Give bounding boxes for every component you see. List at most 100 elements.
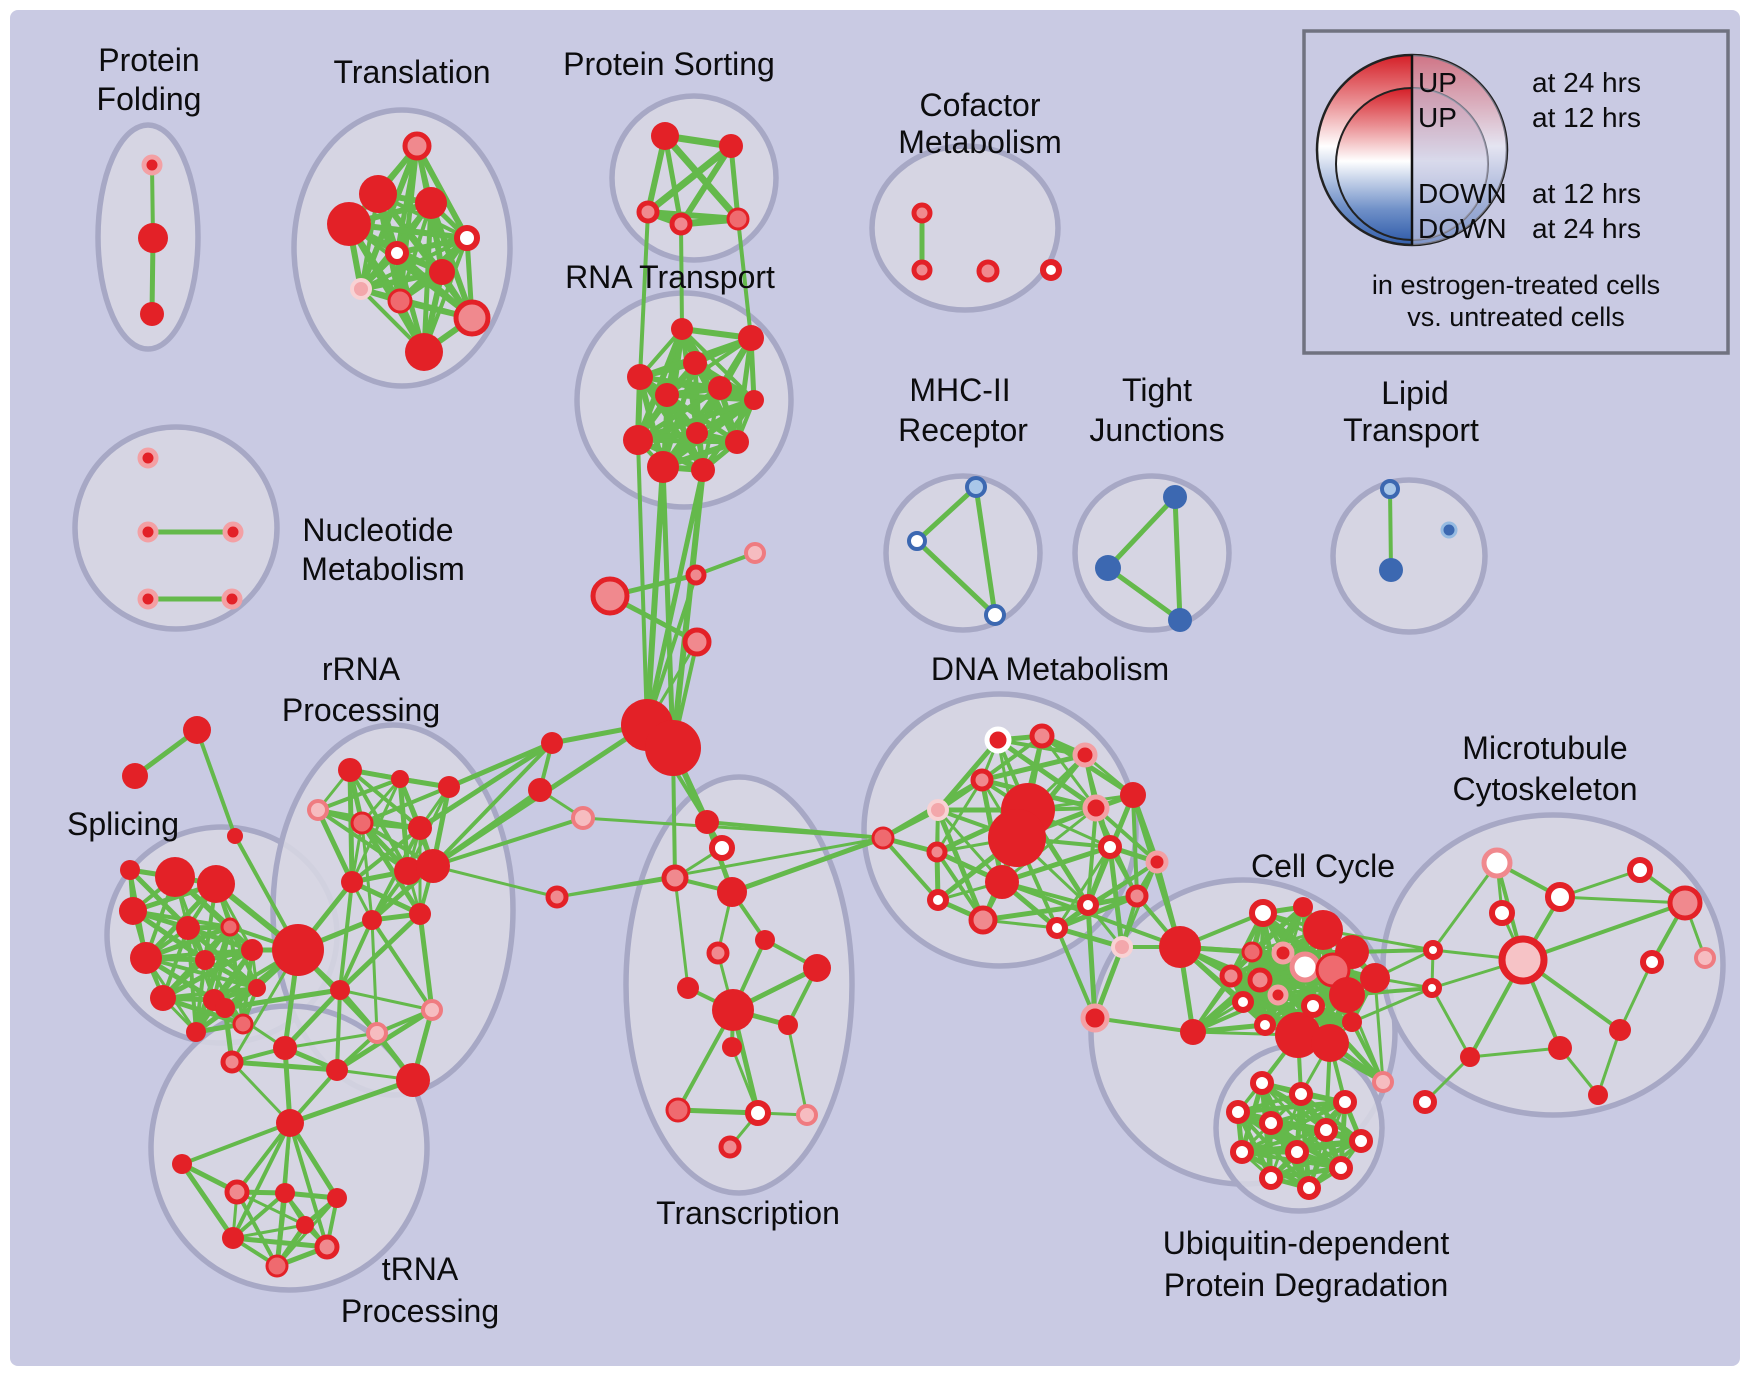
cluster-ellipse-transcription xyxy=(623,774,855,1196)
node-rrna-processing-1 xyxy=(391,770,409,788)
node-dna-metabolism-9 xyxy=(1120,782,1146,808)
node-rrna-processing-4 xyxy=(350,811,374,835)
node-ubiquitin-7 xyxy=(1230,1140,1254,1164)
node-rrna-processing-0 xyxy=(338,758,362,782)
node-transcription-10 xyxy=(722,1037,742,1057)
node-translation-1 xyxy=(359,175,397,213)
node-dna-metabolism-16 xyxy=(1077,894,1099,916)
edge-rrna-processing xyxy=(335,988,342,1072)
edge-splicing xyxy=(160,995,246,1027)
node-ubiquitin-1 xyxy=(1289,1082,1313,1106)
legend-down-24-time: at 24 hrs xyxy=(1532,213,1641,244)
edge-trna-processing xyxy=(231,1121,292,1240)
node-rrna-processing-13 xyxy=(273,1036,297,1060)
node-rna-transport-9 xyxy=(725,430,749,454)
legend-outer-faded-half xyxy=(1412,55,1507,245)
node-microtubule-8 xyxy=(1640,950,1664,974)
node-dna-metabolism-13 xyxy=(1145,850,1169,874)
node-rna-transport-1 xyxy=(738,325,764,351)
edge-cell-cycle xyxy=(1350,1020,1385,1084)
node-cell-cycle-1 xyxy=(1180,1019,1206,1045)
node-cell-cycle-17 xyxy=(1311,1024,1349,1062)
cluster-label-trna-processing: tRNA xyxy=(382,1251,459,1287)
legend-caption-line2: vs. untreated cells xyxy=(1407,302,1625,332)
node-ubiquitin-6 xyxy=(1349,1129,1373,1153)
node-microtubule-5 xyxy=(1422,978,1442,998)
node-transcription-5 xyxy=(706,941,730,965)
node-mhc-ii-receptor-1 xyxy=(907,531,927,551)
node-hub-2 xyxy=(590,576,630,616)
node-rna-transport-10 xyxy=(647,451,679,483)
node-cofactor-metabolism-2 xyxy=(976,259,1000,283)
node-ubiquitin-4 xyxy=(1259,1111,1283,1135)
edge-transcription xyxy=(786,1023,809,1117)
node-transcription-14 xyxy=(718,1135,742,1159)
node-nucleotide-metabolism-4 xyxy=(221,588,243,610)
node-cofactor-metabolism-1 xyxy=(911,259,933,281)
node-hub-6 xyxy=(541,732,563,754)
node-transcription-0 xyxy=(695,810,719,834)
edge-microtubule xyxy=(1431,861,1499,952)
node-splicing-11 xyxy=(186,1022,206,1042)
node-cell-cycle-19 xyxy=(1301,994,1325,1018)
node-cell-cycle-16 xyxy=(1275,1012,1321,1058)
edge-link-hub-rrna-processing xyxy=(431,816,585,868)
node-protein-sorting-0 xyxy=(651,122,679,150)
cluster-ellipse-lipid-transport xyxy=(1330,477,1488,635)
node-tight-junctions-0 xyxy=(1163,485,1187,509)
edge-trna-processing xyxy=(235,1190,307,1227)
cluster-label-protein-folding: Protein xyxy=(98,42,199,78)
node-hub-7 xyxy=(528,778,552,802)
node-dna-metabolism-15 xyxy=(968,905,998,935)
edge-trna-processing xyxy=(180,1121,292,1166)
node-rna-transport-8 xyxy=(686,422,708,444)
edge-rrna-processing xyxy=(315,807,355,885)
edge-microtubule xyxy=(1430,986,1472,1059)
edge-trna-processing xyxy=(235,1121,292,1194)
node-translation-10 xyxy=(405,333,443,371)
node-ubiquitin-10 xyxy=(1259,1166,1283,1190)
edge-rrna-processing xyxy=(223,1006,287,1050)
node-translation-2 xyxy=(415,187,447,219)
node-cell-cycle-8 xyxy=(1271,941,1295,965)
cluster-label-translation: Translation xyxy=(333,54,490,90)
node-hub-5 xyxy=(682,627,712,657)
node-transcription-8 xyxy=(712,989,754,1031)
node-dna-metabolism-3 xyxy=(1072,742,1098,768)
node-nucleotide-metabolism-3 xyxy=(137,588,159,610)
node-rrna-processing-2 xyxy=(438,776,460,798)
node-splicing-2 xyxy=(119,897,147,925)
node-splicing-10 xyxy=(248,979,266,997)
edge-dna-metabolism xyxy=(1094,806,1159,864)
edge-link-protein-sorting-rna-transport xyxy=(736,217,753,340)
edge-splicing-outer xyxy=(195,728,237,838)
edge-mhc-ii-receptor xyxy=(973,484,998,618)
edge-rrna-processing xyxy=(222,987,343,1011)
edge-dna-metabolism xyxy=(1054,893,1140,931)
cluster-ellipse-nucleotide-metabolism xyxy=(72,424,280,632)
legend-down-12-dir: DOWN xyxy=(1418,178,1507,209)
node-trna-processing-7 xyxy=(265,1254,289,1278)
cluster-ellipse-cofactor-metabolism xyxy=(869,143,1061,313)
edge-link-hub-rrna-processing xyxy=(417,740,555,831)
edge-dna-metabolism xyxy=(881,836,940,902)
cluster-label-mhc-ii-receptor: MHC-II xyxy=(909,372,1010,408)
edge-microtubule xyxy=(1521,901,1687,962)
edge-rrna-processing xyxy=(338,988,434,1012)
node-nucleotide-metabolism-0 xyxy=(137,447,159,469)
node-lipid-transport-0 xyxy=(1380,479,1400,499)
node-hub-8 xyxy=(571,806,595,830)
node-cell-cycle-12 xyxy=(1267,984,1289,1006)
cluster-label-ubiquitin: Ubiquitin-dependent xyxy=(1163,1225,1450,1261)
edge-rrna-processing xyxy=(359,820,423,917)
node-rrna-processing-5 xyxy=(408,816,432,840)
node-rna-transport-7 xyxy=(623,425,653,455)
edge-link-protein-sorting-rna-transport xyxy=(638,210,650,379)
edge-cell-cycle xyxy=(1373,976,1385,1084)
node-splicing-12 xyxy=(232,1013,254,1035)
node-splicing-13 xyxy=(120,860,140,880)
edge-rna-transport xyxy=(635,397,757,443)
legend-down-12-time: at 12 hrs xyxy=(1532,178,1641,209)
node-transcription-9 xyxy=(778,1015,798,1035)
